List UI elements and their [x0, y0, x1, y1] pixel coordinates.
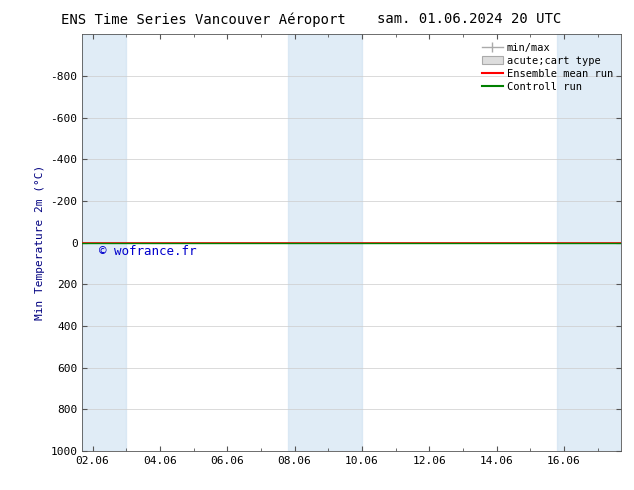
Text: © wofrance.fr: © wofrance.fr [99, 245, 196, 258]
Bar [82, 34, 126, 451]
Bar [288, 34, 362, 451]
Text: sam. 01.06.2024 20 UTC: sam. 01.06.2024 20 UTC [377, 12, 561, 26]
Legend: min/max, acute;cart type, Ensemble mean run, Controll run: min/max, acute;cart type, Ensemble mean … [479, 40, 616, 95]
Text: ENS Time Series Vancouver Aéroport: ENS Time Series Vancouver Aéroport [60, 12, 346, 27]
Y-axis label: Min Temperature 2m (°C): Min Temperature 2m (°C) [35, 165, 45, 320]
Bar [557, 34, 621, 451]
